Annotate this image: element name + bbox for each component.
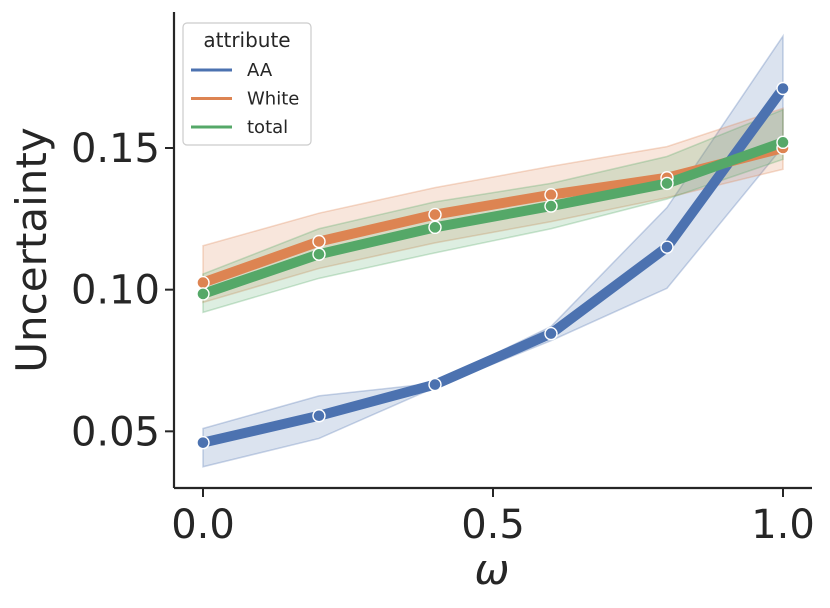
point-total [544, 199, 558, 213]
band-total [202, 108, 784, 314]
point-aa [660, 240, 674, 254]
legend-label-aa: AA [247, 60, 273, 81]
series-lines [201, 85, 788, 448]
series-markers [196, 81, 790, 450]
legend-box [182, 22, 312, 146]
point-total [776, 135, 790, 150]
point-white [196, 275, 210, 290]
x-tick-label: 1.0 [751, 502, 815, 548]
y-tick-label: 0.05 [71, 409, 160, 455]
y-tick-label: 0.15 [71, 126, 160, 172]
line-total [201, 137, 785, 299]
legend-label-white: White [247, 89, 299, 110]
point-total [660, 176, 674, 191]
legend: attribute AA White total [182, 22, 312, 146]
point-aa [544, 326, 558, 341]
point-aa [428, 377, 442, 392]
point-white [428, 207, 442, 222]
y-axis-label: Uncertainty [7, 127, 56, 372]
x-ticks: 0.0 0.5 1.0 [171, 488, 815, 548]
y-tick-label: 0.10 [71, 268, 160, 314]
point-aa [196, 435, 210, 450]
point-aa [312, 409, 326, 423]
x-axis-label: ω [474, 545, 509, 594]
line-aa [201, 85, 788, 448]
point-total [196, 287, 210, 301]
legend-title: attribute [203, 28, 290, 52]
legend-label-total: total [247, 117, 288, 138]
point-white [544, 188, 558, 202]
x-tick-label: 0.0 [171, 502, 235, 548]
point-total [312, 247, 326, 261]
x-tick-label: 0.5 [461, 502, 525, 548]
point-white [312, 234, 326, 249]
point-total [428, 220, 442, 235]
y-ticks: 0.05 0.10 0.15 [71, 126, 174, 455]
point-aa [776, 81, 790, 96]
